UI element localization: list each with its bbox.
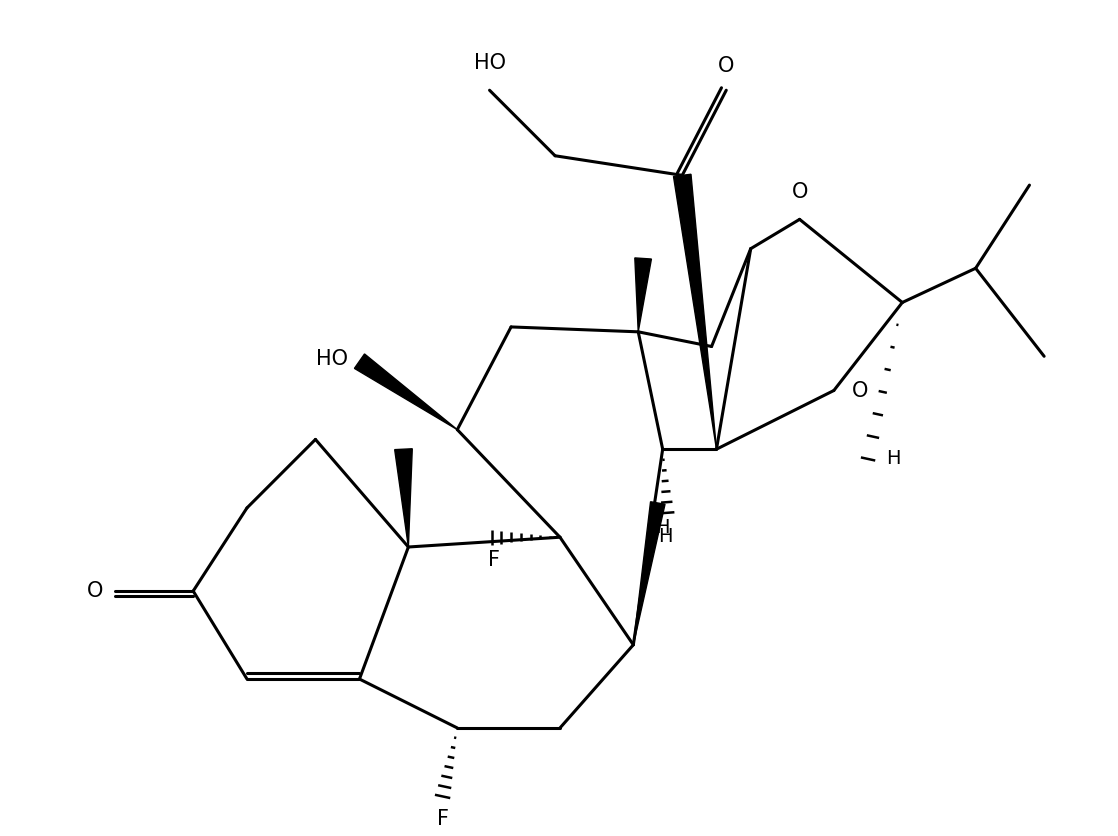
Text: H: H — [659, 528, 673, 547]
Text: O: O — [87, 581, 103, 601]
Polygon shape — [633, 502, 665, 645]
Polygon shape — [673, 174, 717, 449]
Polygon shape — [354, 354, 457, 430]
Text: HO: HO — [474, 53, 505, 73]
Text: F: F — [437, 809, 448, 829]
Text: O: O — [792, 181, 808, 201]
Polygon shape — [395, 449, 413, 547]
Text: O: O — [718, 55, 735, 75]
Text: F: F — [489, 550, 501, 570]
Text: O: O — [852, 380, 868, 400]
Text: H: H — [655, 517, 670, 537]
Text: H: H — [885, 450, 900, 468]
Text: HO: HO — [315, 349, 348, 370]
Polygon shape — [635, 258, 652, 332]
